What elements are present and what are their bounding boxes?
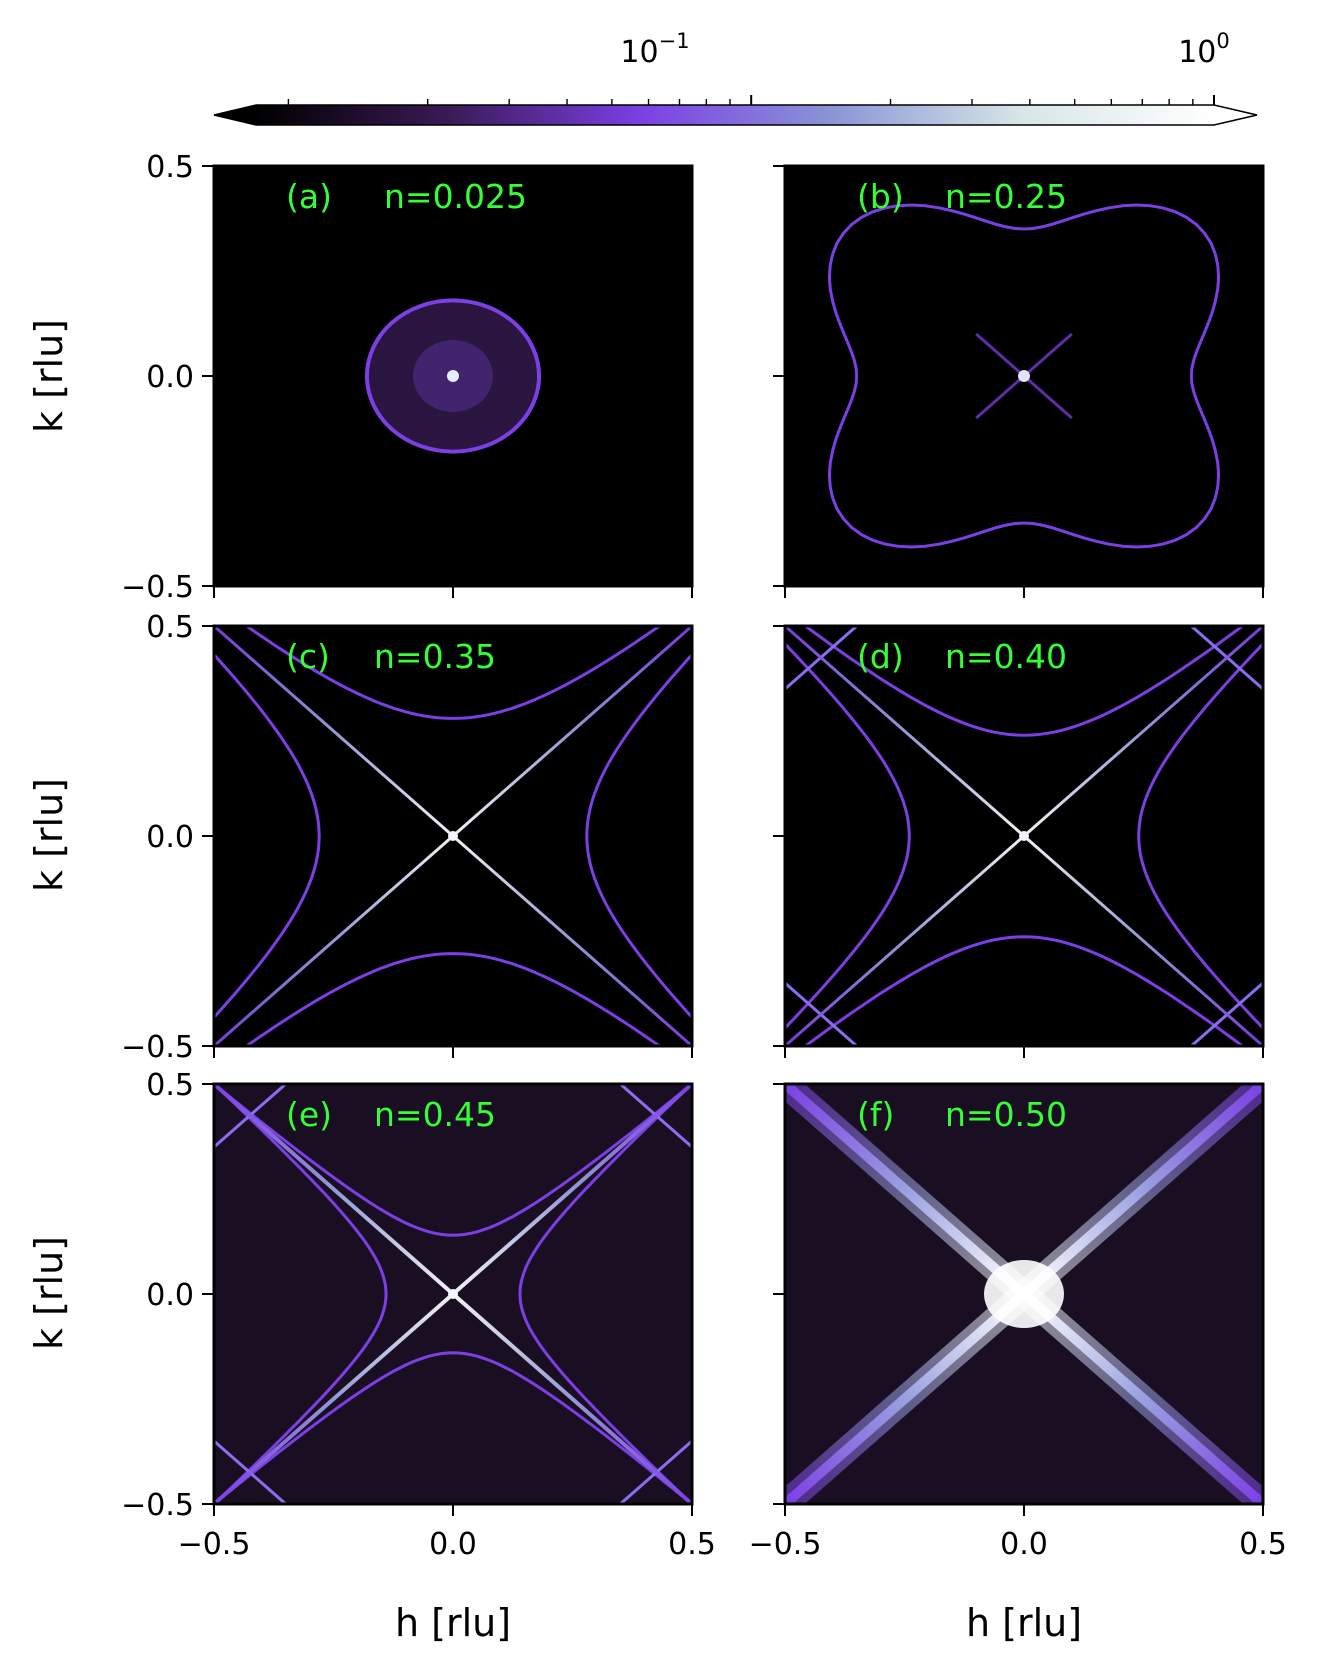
colorbar-ticks: [287, 95, 1215, 105]
fermi-contour: [1137, 641, 1263, 1031]
panel-c: 0.5 0.0 −0.5 (c) n=0.35: [121, 610, 694, 1065]
heatmap-features: [214, 626, 692, 1046]
fermi-contour: [243, 626, 663, 720]
colorbar-extend-max: [1214, 105, 1257, 125]
panel-label: (b): [857, 177, 904, 216]
center-peak: [447, 370, 459, 382]
y-tick-label: 0.5: [146, 150, 194, 185]
center-peak: [1018, 370, 1030, 382]
panel-density-label: n=0.35: [374, 637, 496, 676]
y-tick-label: 0.0: [146, 1278, 194, 1313]
x-tick-label: −0.5: [178, 1527, 251, 1562]
panel-label: (d): [857, 637, 904, 676]
panel-label: (a): [286, 177, 332, 216]
center-peak: [1019, 831, 1029, 841]
panel-density-label: n=0.025: [384, 177, 527, 216]
panel-density-label: n=0.25: [945, 177, 1067, 216]
colorbar-tick-label-0.1: 10−1: [620, 29, 689, 70]
x-tick-label: −0.5: [749, 1527, 822, 1562]
fermi-contour: [214, 652, 321, 1020]
y-tick-label: 0.5: [146, 610, 194, 645]
fermi-contour: [215, 1084, 691, 1237]
ylabel-row1: k [rlu]: [27, 319, 71, 433]
colorbar-tick-label-1: 100: [1178, 29, 1230, 70]
fermi-contour: [802, 935, 1246, 1046]
fermi-contour: [585, 652, 692, 1020]
panel-label: (f): [857, 1095, 894, 1134]
heatmap-features: [785, 626, 1263, 1046]
y-tick-label: −0.5: [121, 1030, 194, 1065]
panel-density-label: n=0.45: [374, 1095, 496, 1134]
fermi-contour: [215, 1351, 691, 1504]
fermi-contour: [785, 641, 911, 1031]
y-tick-label: 0.5: [146, 1068, 194, 1103]
heatmap-features: [214, 1084, 692, 1504]
colorbar-outline: [213, 104, 1258, 126]
fermi-contour: [827, 203, 1221, 549]
panel-b: (b) n=0.25: [773, 164, 1265, 598]
panel-label: (c): [286, 637, 330, 676]
x-tick-label: 0.0: [429, 1527, 477, 1562]
center-peak: [448, 831, 458, 841]
ylabel-row2: k [rlu]: [27, 778, 71, 892]
x-tick-label: 0.0: [1000, 1527, 1048, 1562]
heatmap-features: [827, 203, 1221, 549]
panel-a: 0.5 0.0 −0.5 (a) n=0.025: [121, 150, 694, 605]
colorbar: 10−1 100: [213, 29, 1258, 126]
y-tick-label: −0.5: [121, 570, 194, 605]
panel-f: −0.5 0.0 0.5 (f) n=0.50: [749, 1082, 1287, 1562]
colorbar-gradient: [256, 105, 1214, 125]
panel-grid: 0.5 0.0 −0.5 (a) n=0.025 (b) n=0.25 0.5 0.0 −0.5 (…: [121, 150, 1287, 1562]
panel-d: (d) n=0.40: [773, 624, 1265, 1058]
y-tick-label: 0.0: [146, 820, 194, 855]
panel-label: (e): [286, 1095, 332, 1134]
fermi-contour: [802, 626, 1246, 737]
fermi-contour: [215, 1085, 388, 1503]
panel-e: −0.5 0.0 0.5 0.5 0.0 −0.5 (e) n=0.45: [121, 1068, 716, 1562]
ylabel-row3: k [rlu]: [27, 1236, 71, 1350]
y-tick-label: 0.0: [146, 360, 194, 395]
x-tick-label: 0.5: [668, 1527, 716, 1562]
heatmap-features: [785, 1084, 1263, 1504]
panel-density-label: n=0.50: [945, 1095, 1067, 1134]
center-peak: [448, 1289, 458, 1299]
heatmap-features: [364, 298, 542, 454]
xlabel-col1: h [rlu]: [395, 1601, 511, 1645]
x-tick-label: 0.5: [1239, 1527, 1287, 1562]
fermi-contour: [243, 952, 663, 1046]
y-tick-label: −0.5: [121, 1488, 194, 1523]
panel-density-label: n=0.40: [945, 637, 1067, 676]
fermi-contour: [518, 1085, 691, 1503]
center-peak: [984, 1260, 1064, 1328]
xlabel-col2: h [rlu]: [966, 1601, 1082, 1645]
colorbar-extend-min: [214, 105, 256, 125]
